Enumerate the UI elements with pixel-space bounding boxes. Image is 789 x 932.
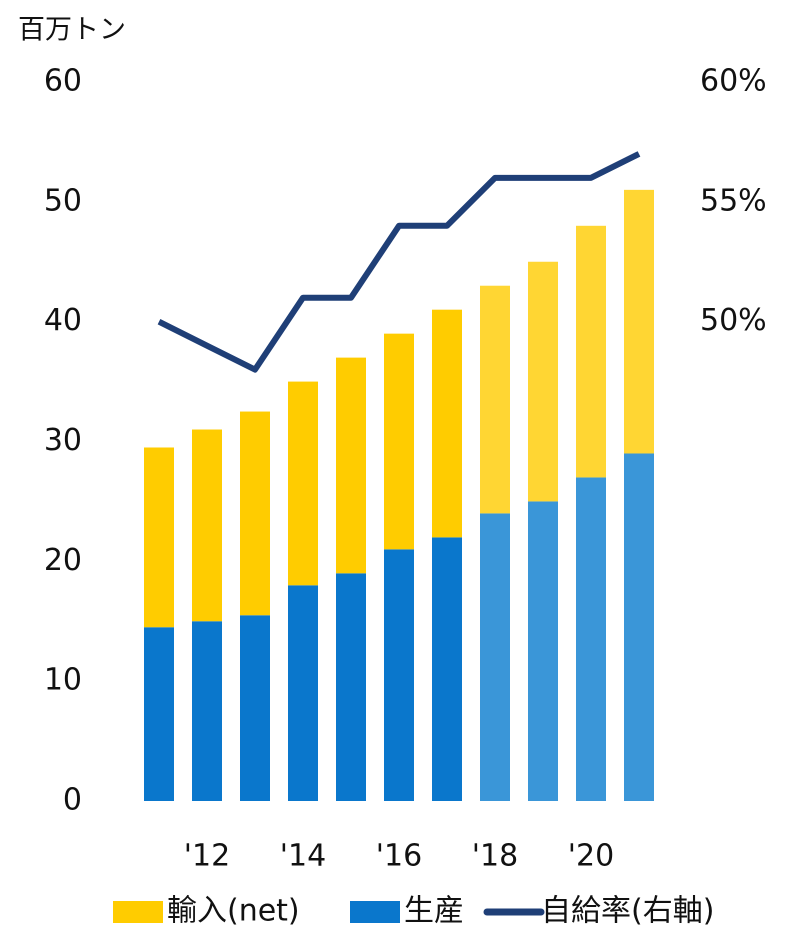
y-axis-label: 百万トン [18,15,126,46]
y-tick-label: 30 [44,423,82,458]
y2-tick-label: 60% [700,64,767,99]
bar-segment [624,453,654,801]
y-tick-label: 60 [44,64,82,99]
legend-label: 生産 [404,894,464,929]
legend-label: 輸入(net) [167,894,300,929]
y-tick-label: 50 [44,183,82,218]
bar-segment [624,189,654,454]
bar-segment [144,447,174,628]
ratio-line [157,151,641,373]
y2-tick-label: 50% [700,303,767,338]
bar-segment [144,627,174,801]
bar-segment [576,477,606,801]
y-tick-label: 40 [44,303,82,338]
bar-segment [528,501,558,801]
bar-segment [240,615,270,801]
y-tick-label: 20 [44,543,82,578]
bar-segment [384,333,414,550]
bar-segment [240,411,270,616]
y-tick-label: 10 [44,663,82,698]
x-tick-label: '20 [568,839,614,874]
bar-segment [528,261,558,502]
bar-segment [480,285,510,514]
x-tick-label: '16 [376,839,422,874]
bar-segment [288,585,318,801]
x-tick-label: '12 [184,839,230,874]
x-tick-label: '14 [280,839,326,874]
legend-swatch [113,901,163,923]
bar-segment [432,537,462,801]
bar-segment [288,381,318,586]
bar-segment [336,357,366,574]
bar-segment [432,309,462,538]
y2-tick-label: 55% [700,183,767,218]
bar-segment [336,573,366,801]
y-tick-label: 0 [63,783,82,818]
bar-segment [192,429,222,622]
x-tick-label: '18 [472,839,518,874]
legend-label: 自給率(右軸) [541,894,714,929]
legend-swatch [350,901,400,923]
bar-segment [480,513,510,801]
bar-segment [576,225,606,478]
bar-segment [192,621,222,801]
bar-segment [384,549,414,801]
